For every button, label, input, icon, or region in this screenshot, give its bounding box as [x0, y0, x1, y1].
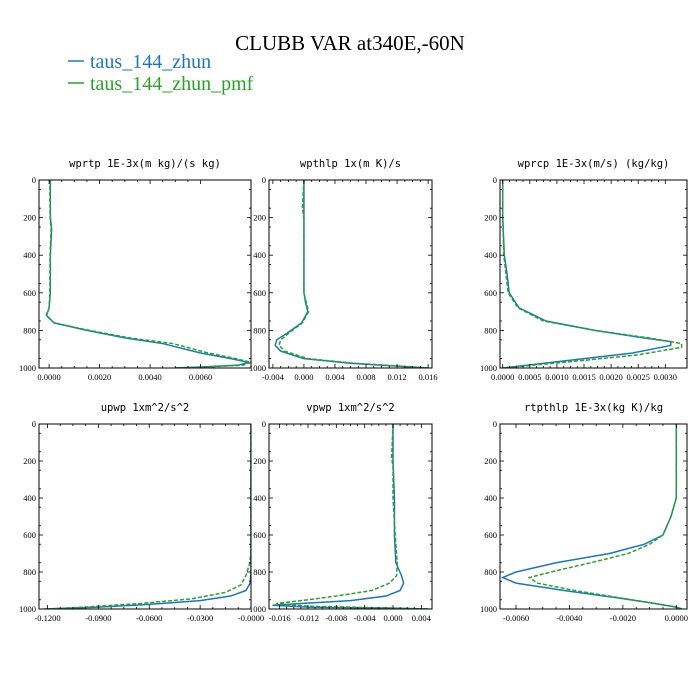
y-tick-label: 600 — [253, 530, 266, 540]
y-tick-label: 800 — [484, 567, 497, 577]
series-line-2 — [276, 424, 429, 609]
x-tick-label: -0.016 — [269, 613, 291, 623]
y-tick-label: 200 — [484, 213, 497, 223]
y-tick-label: 200 — [253, 456, 266, 466]
x-tick-label: -0.0300 — [187, 613, 213, 623]
legend-label-series-2: taus_144_zhun_pmf — [90, 73, 254, 95]
y-tick-label: 400 — [23, 250, 36, 260]
y-tick-label: 400 — [484, 493, 497, 503]
y-tick-label: 1000 — [19, 363, 36, 373]
y-tick-label: 600 — [23, 288, 36, 298]
x-tick-label: 0.000 — [383, 613, 402, 623]
x-tick-label: 0.004 — [412, 613, 432, 623]
series-line-2 — [45, 180, 251, 368]
x-tick-label: 0.016 — [419, 372, 438, 382]
panel-title: vpwp 1xm^2/s^2 — [306, 402, 395, 414]
x-tick-label: -0.004 — [262, 372, 285, 382]
x-tick-label: 0.0000 — [665, 613, 688, 623]
series-line-2 — [278, 180, 429, 368]
y-tick-label: 200 — [23, 213, 36, 223]
panel-title: wprtp 1E-3x(m kg)/(s kg) — [69, 158, 221, 170]
x-tick-label: -0.1200 — [34, 613, 60, 623]
y-tick-label: 0 — [32, 419, 36, 429]
y-tick-label: 200 — [253, 213, 266, 223]
x-tick-label: 0.0020 — [599, 372, 622, 382]
panel-title: upwp 1xm^2/s^2 — [101, 402, 190, 414]
y-tick-label: 1000 — [480, 604, 497, 614]
x-tick-label: 0.0025 — [627, 372, 650, 382]
y-tick-label: 800 — [484, 325, 497, 335]
panel-grid: wprtp 1E-3x(m kg)/(s kg) 0 200 400 600 800 100… — [19, 158, 688, 623]
x-tick-label: -0.0040 — [556, 613, 582, 623]
x-tick-label: 0.0030 — [654, 372, 677, 382]
x-tick-label: 0.0060 — [189, 372, 212, 382]
x-tick-label: 0.0010 — [545, 372, 568, 382]
figure-title: CLUBB VAR at340E,-60N — [235, 31, 465, 55]
x-tick-label: -0.0600 — [136, 613, 162, 623]
y-tick-label: 800 — [253, 567, 266, 577]
x-tick-label: 0.0000 — [37, 372, 60, 382]
y-tick-label: 600 — [23, 530, 36, 540]
x-tick-label: 0.004 — [325, 372, 345, 382]
y-tick-label: 0 — [493, 175, 497, 185]
plot-frame — [499, 179, 688, 369]
x-tick-label: 0.008 — [356, 372, 375, 382]
y-tick-label: 800 — [23, 567, 36, 577]
panel-3: wprcp 1E-3x(m/s) (kg/kg) 0 200 400 600 800 100… — [480, 158, 688, 382]
y-tick-label: 1000 — [249, 604, 266, 614]
panel-5: vpwp 1xm^2/s^2 0 200 400 600 800 1000-0.016 -0.… — [249, 402, 433, 623]
plot-frame — [38, 423, 252, 610]
plot-frame — [499, 423, 688, 610]
plot-frame — [38, 179, 252, 369]
x-tick-label: 0.012 — [388, 372, 407, 382]
y-tick-label: 800 — [253, 325, 266, 335]
x-tick-label: 0.0005 — [518, 372, 541, 382]
y-tick-label: 400 — [253, 493, 266, 503]
series-line-2 — [527, 424, 682, 609]
y-tick-label: 400 — [253, 250, 266, 260]
x-tick-label: -0.0060 — [503, 613, 529, 623]
series-line-2 — [47, 424, 251, 609]
y-tick-label: 200 — [484, 456, 497, 466]
y-tick-label: 0 — [262, 419, 266, 429]
y-tick-label: 200 — [23, 456, 36, 466]
panel-2: wpthlp 1x(m K)/s 0 200 400 600 800 1000-0.004 0… — [249, 158, 438, 382]
x-tick-label: 0.000 — [294, 372, 313, 382]
x-tick-label: -0.008 — [325, 613, 347, 623]
y-tick-label: 600 — [484, 530, 497, 540]
panel-title: wpthlp 1x(m K)/s — [300, 158, 401, 170]
series-line-2 — [501, 180, 683, 368]
x-tick-label: -0.004 — [354, 613, 377, 623]
y-tick-label: 1000 — [19, 604, 36, 614]
legend: taus_144_zhun taus_144_zhun_pmf — [68, 51, 254, 95]
y-tick-label: 0 — [262, 175, 266, 185]
x-tick-label: 0.0040 — [138, 372, 161, 382]
y-tick-label: 600 — [484, 288, 497, 298]
x-tick-label: 0.0020 — [88, 372, 111, 382]
panel-6: rtpthlp 1E-3x(kg K)/kg02004006008001000-… — [480, 402, 688, 623]
x-tick-label: 0.0015 — [572, 372, 595, 382]
y-tick-label: 0 — [493, 419, 497, 429]
series-line-1 — [500, 424, 682, 609]
panel-1: wprtp 1E-3x(m kg)/(s kg) 0 200 400 600 800 100… — [19, 158, 252, 382]
y-tick-label: 400 — [23, 493, 36, 503]
y-tick-label: 800 — [23, 325, 36, 335]
y-tick-label: 1000 — [480, 363, 497, 373]
legend-label-series-1: taus_144_zhun — [90, 51, 211, 73]
y-tick-label: 400 — [484, 250, 497, 260]
series-line-1 — [44, 424, 251, 609]
panel-title: rtpthlp 1E-3x(kg K)/kg — [524, 402, 663, 414]
y-tick-label: 1000 — [249, 363, 266, 373]
x-tick-label: -0.012 — [297, 613, 319, 623]
x-tick-label: -0.0000 — [238, 613, 264, 623]
y-tick-label: 0 — [32, 175, 36, 185]
x-tick-label: -0.0020 — [610, 613, 636, 623]
y-tick-label: 600 — [253, 288, 266, 298]
x-tick-label: -0.0900 — [85, 613, 111, 623]
panel-title: wprcp 1E-3x(m/s) (kg/kg) — [518, 158, 670, 170]
x-tick-label: 0.0000 — [491, 372, 514, 382]
